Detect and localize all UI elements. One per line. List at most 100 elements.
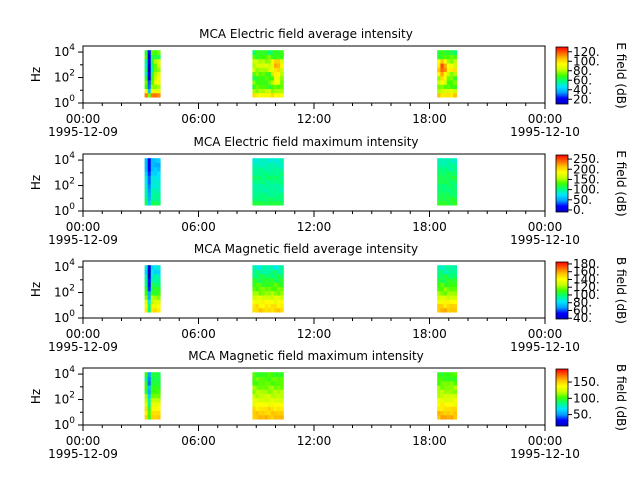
heatmap-cell bbox=[443, 179, 448, 185]
heatmap-cell bbox=[437, 196, 442, 202]
heatmap-cell bbox=[150, 158, 155, 164]
heatmap-cell bbox=[147, 389, 152, 395]
heatmap-cell bbox=[153, 286, 158, 292]
heatmap-cell bbox=[273, 158, 278, 164]
heatmap-cell bbox=[267, 397, 272, 403]
heatmap-cell bbox=[437, 282, 442, 288]
heatmap-cell bbox=[267, 401, 272, 407]
heatmap-cell bbox=[255, 414, 260, 420]
colorbar-tick-label: 60. bbox=[573, 303, 592, 317]
heatmap-cell bbox=[280, 166, 284, 172]
heatmap-cell bbox=[264, 75, 269, 81]
heatmap-cell bbox=[280, 158, 284, 164]
heatmap-cell bbox=[147, 166, 152, 172]
heatmap-cell bbox=[443, 196, 448, 202]
heatmap-cell bbox=[443, 170, 448, 176]
y-axis-label: Hz bbox=[29, 282, 43, 297]
heatmap-cell bbox=[437, 414, 442, 420]
heatmap-cell bbox=[443, 384, 448, 390]
heatmap-cell bbox=[267, 277, 272, 283]
heatmap-cell bbox=[453, 200, 458, 206]
heatmap-cell bbox=[280, 307, 284, 313]
heatmap-cell bbox=[437, 397, 442, 403]
heatmap-cell bbox=[273, 273, 278, 279]
heatmap-cell bbox=[252, 62, 257, 68]
heatmap-cell bbox=[273, 175, 278, 181]
heatmap-cell bbox=[156, 376, 161, 382]
heatmap-cell bbox=[450, 50, 454, 56]
heatmap-cell bbox=[261, 166, 266, 172]
heatmap-cell bbox=[153, 273, 158, 279]
heatmap-cell bbox=[277, 307, 281, 313]
data-segment-2 bbox=[252, 372, 284, 420]
heatmap-cell bbox=[147, 372, 152, 378]
heatmap-cell bbox=[147, 92, 152, 98]
heatmap-cell bbox=[280, 92, 284, 98]
heatmap-cell bbox=[261, 88, 266, 94]
heatmap-cell bbox=[147, 200, 152, 206]
heatmap-cell bbox=[153, 372, 158, 378]
heatmap-cell bbox=[264, 294, 269, 300]
heatmap-cell bbox=[440, 179, 445, 185]
heatmap-cell bbox=[280, 67, 284, 73]
heatmap-cell bbox=[147, 162, 152, 168]
heatmap-cell bbox=[153, 401, 158, 407]
heatmap-cell bbox=[258, 200, 263, 206]
heatmap-cell bbox=[255, 67, 260, 73]
heatmap-cell bbox=[437, 175, 442, 181]
heatmap-cell bbox=[144, 273, 149, 279]
heatmap-cell bbox=[252, 265, 257, 271]
heatmap-cell bbox=[147, 290, 152, 296]
heatmap-cell bbox=[144, 50, 149, 56]
heatmap-cell bbox=[267, 162, 272, 168]
heatmap-cell bbox=[144, 192, 149, 198]
heatmap-cell bbox=[273, 294, 278, 300]
colorbar-label: B field (dB) bbox=[614, 257, 628, 324]
colorbar: 0.50.100.150.200.250. E field (dB) bbox=[555, 150, 628, 217]
heatmap-cell bbox=[440, 414, 445, 420]
heatmap-cell bbox=[280, 265, 284, 271]
heatmap-cell bbox=[277, 162, 281, 168]
heatmap-cell bbox=[147, 88, 152, 94]
heatmap-cell bbox=[255, 50, 260, 56]
heatmap-cell bbox=[255, 282, 260, 288]
heatmap-cell bbox=[147, 50, 152, 56]
heatmap-cell bbox=[147, 303, 152, 309]
heatmap-cell bbox=[144, 401, 149, 407]
heatmap-cell bbox=[150, 58, 155, 64]
heatmap-cell bbox=[277, 380, 281, 386]
heatmap-cell bbox=[440, 290, 445, 296]
heatmap-cell bbox=[156, 393, 161, 399]
heatmap-cell bbox=[147, 294, 152, 300]
heatmap-cell bbox=[150, 187, 155, 193]
heatmap-cell bbox=[144, 58, 149, 64]
heatmap-cell bbox=[273, 265, 278, 271]
x-tick-label: 00:00 bbox=[528, 327, 563, 341]
heatmap-cell bbox=[144, 79, 149, 85]
heatmap-cell bbox=[437, 58, 442, 64]
heatmap-cell bbox=[267, 286, 272, 292]
heatmap-cell bbox=[150, 286, 155, 292]
x-tick-label: 00:00 bbox=[528, 220, 563, 234]
heatmap-cell bbox=[258, 269, 263, 275]
heatmap-cell bbox=[450, 71, 454, 77]
heatmap-cell bbox=[156, 290, 161, 296]
heatmap-cell bbox=[156, 372, 161, 378]
heatmap-cell bbox=[252, 50, 257, 56]
heatmap-cell bbox=[440, 273, 445, 279]
heatmap-cell bbox=[252, 79, 257, 85]
heatmap-cell bbox=[450, 62, 454, 68]
heatmap-cell bbox=[153, 303, 158, 309]
y-tick-label: 100 bbox=[54, 416, 75, 432]
heatmap-cell bbox=[252, 380, 257, 386]
y-tick-base: 10 bbox=[54, 204, 69, 218]
heatmap-cell bbox=[270, 397, 275, 403]
heatmap-cell bbox=[273, 282, 278, 288]
heatmap-cell bbox=[147, 192, 152, 198]
heatmap-cell bbox=[446, 372, 451, 378]
heatmap-cell bbox=[280, 397, 284, 403]
heatmap-cell bbox=[453, 299, 458, 305]
heatmap-cell bbox=[264, 58, 269, 64]
heatmap-cell bbox=[147, 175, 152, 181]
x-tick-label: 18:00 bbox=[412, 327, 447, 341]
